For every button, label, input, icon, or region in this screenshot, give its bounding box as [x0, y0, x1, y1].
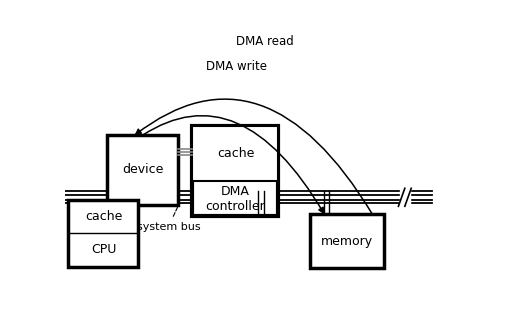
Bar	[311, 214, 384, 268]
Text: system bus: system bus	[137, 204, 200, 232]
Text: DMA write: DMA write	[206, 60, 267, 73]
Bar	[107, 135, 179, 204]
FancyArrowPatch shape	[142, 116, 324, 213]
Text: device: device	[122, 163, 164, 176]
Text: memory: memory	[321, 234, 374, 248]
Text: DMA read: DMA read	[236, 35, 293, 48]
Text: cache: cache	[217, 147, 254, 160]
FancyArrowPatch shape	[136, 99, 373, 214]
Text: cache: cache	[85, 210, 122, 223]
Text: CPU: CPU	[91, 243, 116, 256]
Bar	[192, 125, 279, 216]
Text: DMA
controller: DMA controller	[205, 185, 265, 213]
Bar	[69, 200, 138, 267]
Bar	[192, 125, 279, 181]
